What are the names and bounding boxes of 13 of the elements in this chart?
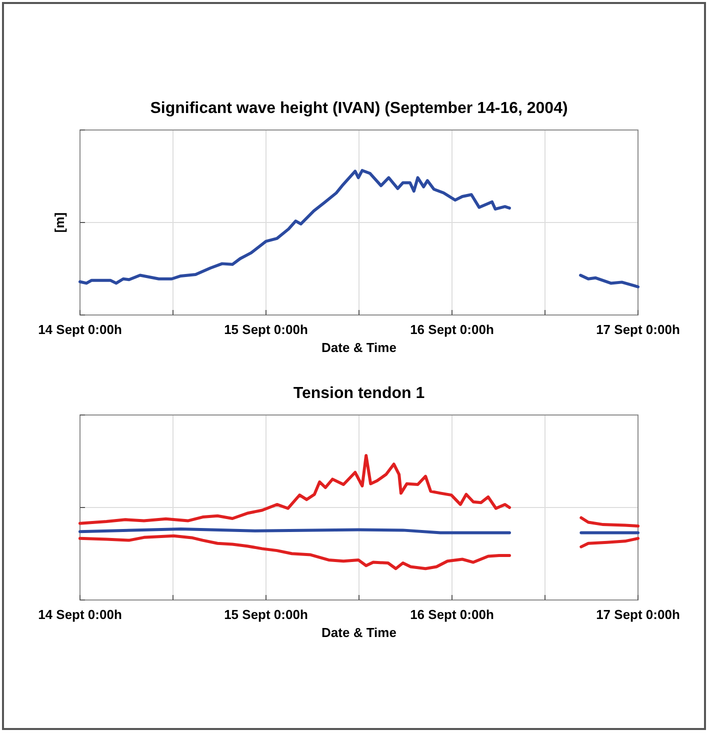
x-tick-label: 14 Sept 0:00h — [38, 322, 122, 337]
y-axis-title: [m] — [52, 212, 67, 233]
x-tick-label: 14 Sept 0:00h — [38, 607, 122, 622]
x-axis-title: Date & Time — [322, 340, 396, 355]
x-tick-label: 17 Sept 0:00h — [596, 322, 680, 337]
chart-title: Significant wave height (IVAN) (September 14-16, 2004) — [150, 100, 568, 117]
x-tick-label: 15 Sept 0:00h — [224, 322, 308, 337]
x-tick-label: 15 Sept 0:00h — [224, 607, 308, 622]
chart-title: Tension tendon 1 — [293, 385, 425, 402]
x-tick-label: 17 Sept 0:00h — [596, 607, 680, 622]
x-axis-title: Date & Time — [322, 625, 396, 640]
x-tick-label: 16 Sept 0:00h — [410, 607, 494, 622]
x-tick-label: 16 Sept 0:00h — [410, 322, 494, 337]
